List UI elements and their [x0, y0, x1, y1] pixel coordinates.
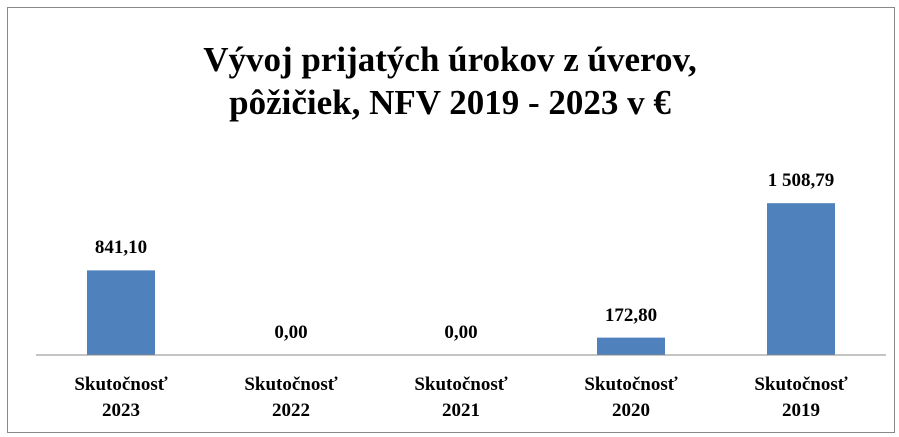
x-tick-label: Skutočnosť 2023: [74, 374, 168, 421]
x-tick-label: Skutočnosť 2022: [244, 374, 338, 421]
bar: [87, 270, 155, 355]
x-tick-label: Skutočnosť 2021: [414, 374, 508, 421]
data-label: 1 508,79: [767, 170, 835, 192]
x-tick-label: Skutočnosť 2020: [584, 374, 678, 421]
data-label: 0,00: [444, 322, 478, 343]
bar: [767, 203, 835, 355]
data-label: 172,80: [604, 304, 658, 326]
chart-frame: [7, 7, 895, 433]
bar: [597, 337, 665, 355]
data-label: 841,10: [94, 237, 148, 259]
chart-title: Vývoj prijatých úrokov z úverov, pôžičie…: [203, 40, 697, 122]
x-tick-label: Skutočnosť 2019: [754, 374, 848, 421]
data-label: 0,00: [274, 322, 308, 343]
